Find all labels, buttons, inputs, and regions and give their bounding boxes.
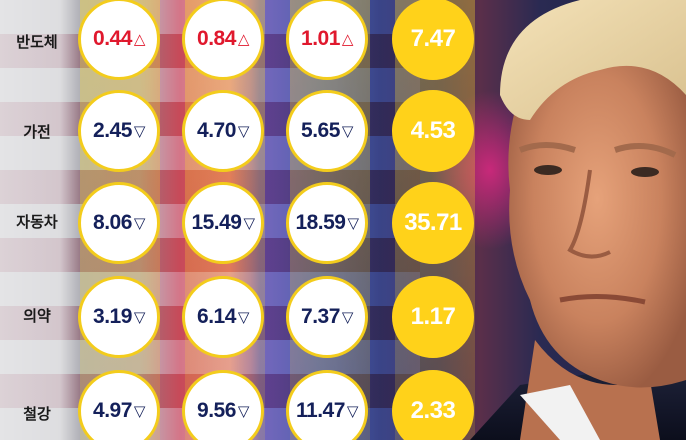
down-arrow-icon: ▽ [237, 309, 250, 326]
value-cell: 5.65 ▽ [286, 90, 368, 172]
value-text: 8.06 [93, 211, 132, 234]
value-cell: 8.06 ▽ [78, 182, 160, 264]
down-arrow-icon: ▽ [347, 215, 360, 232]
total-text: 1.17 [410, 303, 456, 330]
down-arrow-icon: ▽ [133, 215, 146, 232]
row-label-steel: 철강 [23, 406, 51, 423]
value-cell: 4.97 ▽ [78, 370, 160, 440]
value-cell: 4.70 ▽ [182, 90, 264, 172]
up-arrow-icon: △ [341, 31, 354, 48]
down-arrow-icon: ▽ [341, 123, 354, 140]
total-text: 7.47 [410, 25, 456, 52]
down-arrow-icon: ▽ [133, 123, 146, 140]
down-arrow-icon: ▽ [133, 309, 146, 326]
down-arrow-icon: ▽ [133, 403, 146, 420]
value-cell: 2.45 ▽ [78, 90, 160, 172]
value-cell: 11.47 ▽ [286, 370, 368, 440]
value-text: 9.56 [197, 399, 236, 422]
down-arrow-icon: ▽ [237, 403, 250, 420]
value-cell: 18.59 ▽ [286, 182, 368, 264]
value-text: 11.47 [296, 399, 345, 422]
value-text: 1.01 [301, 27, 340, 50]
row-label-automobile: 자동차 [16, 214, 58, 231]
value-text: 2.45 [93, 119, 132, 142]
total-cell: 4.53 [392, 90, 474, 172]
value-text: 0.84 [197, 27, 236, 50]
row-label-semiconductor: 반도체 [16, 34, 58, 51]
up-arrow-icon: △ [133, 31, 146, 48]
value-cell: 0.44 △ [78, 0, 160, 80]
value-cell: 7.37 ▽ [286, 276, 368, 358]
value-cell: 6.14 ▽ [182, 276, 264, 358]
value-cell: 1.01 △ [286, 0, 368, 80]
total-cell: 35.71 [392, 182, 474, 264]
value-cell: 9.56 ▽ [182, 370, 264, 440]
total-text: 4.53 [410, 117, 456, 144]
total-text: 35.71 [404, 209, 462, 236]
down-arrow-icon: ▽ [237, 123, 250, 140]
total-cell: 1.17 [392, 276, 474, 358]
value-cell: 3.19 ▽ [78, 276, 160, 358]
value-text: 7.37 [301, 305, 340, 328]
up-arrow-icon: △ [237, 31, 250, 48]
row-label-pharmaceutical: 의약 [23, 308, 51, 325]
value-text: 3.19 [93, 305, 132, 328]
value-text: 4.97 [93, 399, 132, 422]
value-text: 5.65 [301, 119, 340, 142]
value-text: 6.14 [197, 305, 236, 328]
down-arrow-icon: ▽ [346, 403, 359, 420]
value-cell: 15.49 ▽ [182, 182, 264, 264]
value-cell: 0.84 △ [182, 0, 264, 80]
total-text: 2.33 [410, 397, 456, 424]
row-label-appliances: 가전 [23, 124, 51, 141]
value-text: 0.44 [93, 27, 132, 50]
total-cell: 2.33 [392, 370, 474, 440]
value-text: 15.49 [191, 211, 242, 234]
down-arrow-icon: ▽ [341, 309, 354, 326]
value-text: 18.59 [295, 211, 346, 234]
value-text: 4.70 [197, 119, 236, 142]
total-cell: 7.47 [392, 0, 474, 80]
down-arrow-icon: ▽ [243, 215, 256, 232]
